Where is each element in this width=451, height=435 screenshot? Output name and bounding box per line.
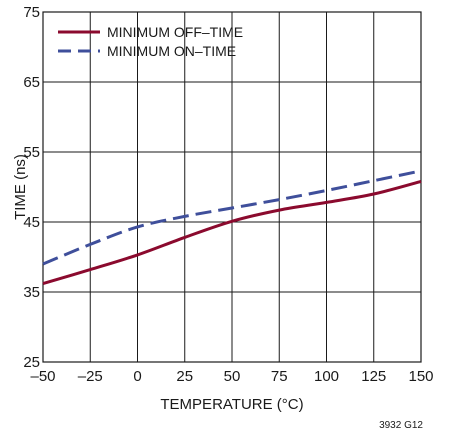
figure-code-label: 3932 G12 — [379, 420, 423, 431]
x-tick-label: 100 — [314, 368, 339, 385]
x-tick-label: 75 — [271, 368, 288, 385]
x-tick-label: 0 — [133, 368, 141, 385]
legend-label-on-time: MINIMUM ON–TIME — [107, 43, 236, 59]
series-line-off-time — [42, 179, 422, 286]
x-tick-label: –25 — [78, 368, 103, 385]
x-axis-title: TEMPERATURE (°C) — [160, 396, 303, 413]
y-tick-label: 75 — [23, 4, 40, 21]
legend: MINIMUM OFF–TIME MINIMUM ON–TIME — [58, 24, 243, 59]
y-tick-label: 35 — [23, 284, 40, 301]
x-tick-label: 25 — [176, 368, 193, 385]
y-axis-title: TIME (ns) — [12, 154, 29, 220]
legend-label-off-time: MINIMUM OFF–TIME — [107, 24, 243, 40]
plot-frame — [42, 11, 422, 363]
y-tick-label: 45 — [23, 214, 40, 231]
y-tick-label: 25 — [23, 354, 40, 371]
x-tick-label: –50 — [30, 368, 55, 385]
x-tick-label: 50 — [224, 368, 241, 385]
x-tick-label: 150 — [408, 368, 433, 385]
y-tick-label: 55 — [23, 144, 40, 161]
grid-lines — [43, 12, 421, 362]
y-tick-label: 65 — [23, 74, 40, 91]
x-tick-label: 125 — [361, 368, 386, 385]
tick-labels: –50 –25 0 25 50 75 100 125 150 25 35 45 55 65 75 — [23, 4, 433, 385]
data-series — [42, 169, 422, 286]
series-line-on-time — [42, 169, 422, 266]
